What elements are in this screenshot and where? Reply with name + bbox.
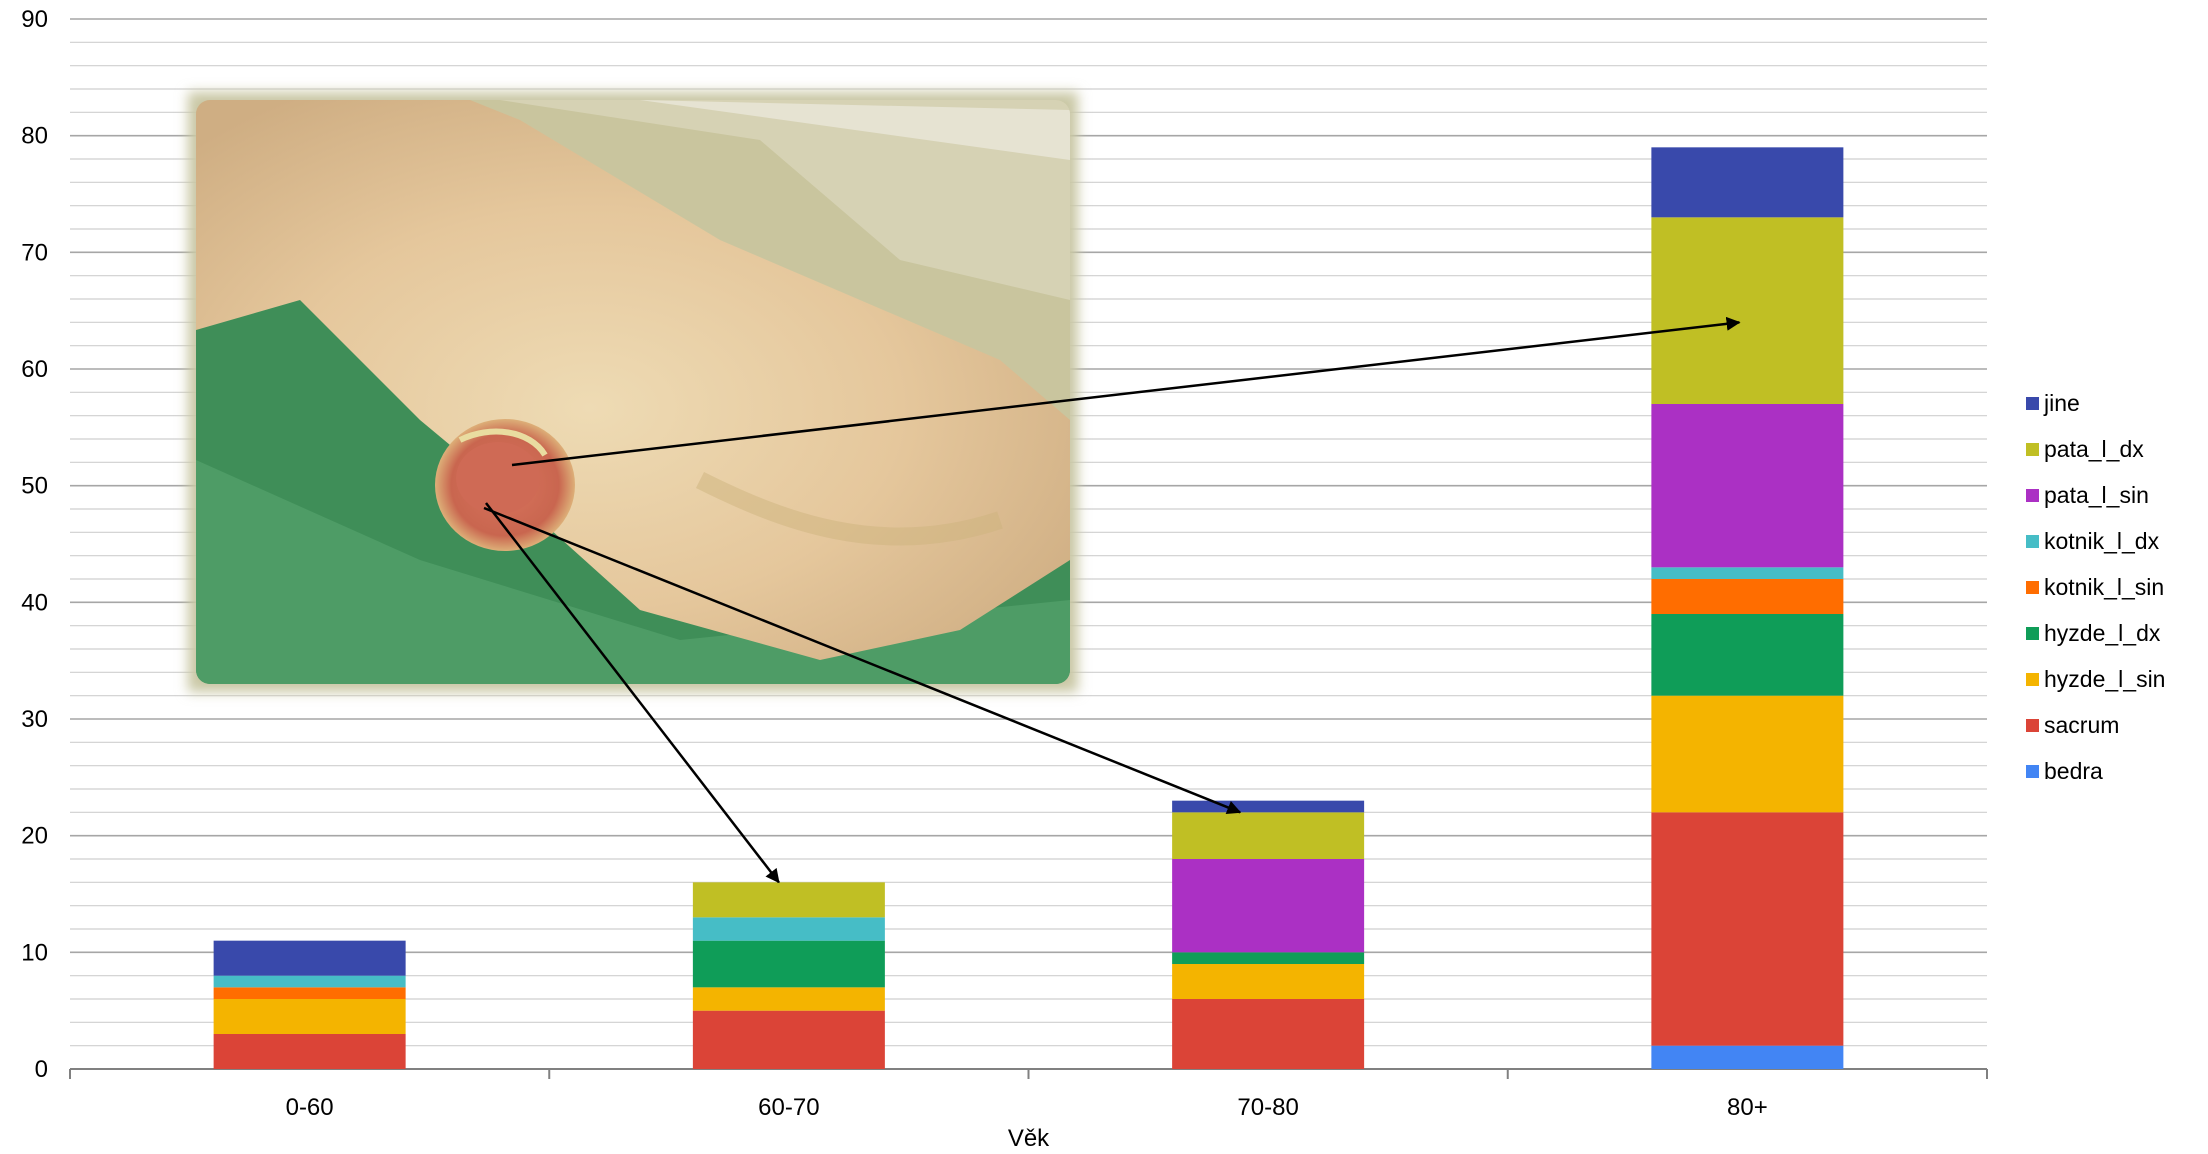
bar-segment-hyzde_l_dx-60-70	[692, 940, 885, 988]
annotation-arrow	[485, 502, 780, 884]
bar-segment-pata_l_sin-70-80	[1172, 859, 1365, 953]
bar-segment-sacrum-0-60	[213, 1034, 406, 1069]
bar-segment-pata_l_dx-60-70	[692, 882, 885, 918]
legend-swatch	[2026, 581, 2039, 594]
bar-segment-pata_l_dx-70-80	[1172, 812, 1365, 859]
bar-segment-kotnik_l_dx-80+	[1651, 567, 1844, 579]
bar-segment-hyzde_l_sin-80+	[1651, 695, 1844, 813]
bar-segment-jine-80+	[1651, 147, 1844, 218]
legend-swatch	[2026, 535, 2039, 548]
bar-segment-kotnik_l_sin-80+	[1651, 579, 1844, 614]
y-tick-label: 30	[21, 706, 48, 733]
bars	[213, 147, 1844, 1069]
legend-swatch	[2026, 719, 2039, 732]
y-tick-label: 50	[21, 473, 48, 500]
heel-pressure-ulcer-photo	[188, 92, 1078, 692]
bar-segment-kotnik_l_dx-0-60	[213, 975, 406, 988]
y-tick-label: 40	[21, 589, 48, 616]
legend-label: jine	[2043, 390, 2080, 416]
bar-segment-kotnik_l_dx-60-70	[692, 917, 885, 941]
annotation-arrows	[483, 316, 1741, 884]
legend-label: kotnik_l_dx	[2044, 528, 2160, 554]
y-tick-label: 0	[35, 1056, 48, 1083]
legend-swatch	[2026, 489, 2039, 502]
y-tick-label: 60	[21, 356, 48, 383]
y-tick-label: 90	[21, 6, 48, 33]
bar-segment-kotnik_l_sin-0-60	[213, 987, 406, 999]
bar-segment-hyzde_l_dx-80+	[1651, 614, 1844, 696]
legend-label: bedra	[2044, 758, 2103, 784]
x-tick-label: 60-70	[758, 1094, 819, 1121]
x-tick-label: 0-60	[286, 1094, 334, 1121]
axes	[69, 1068, 1988, 1079]
y-tick-label: 80	[21, 123, 48, 150]
x-tick-label: 80+	[1727, 1094, 1768, 1121]
bar-segment-hyzde_l_sin-60-70	[692, 987, 885, 1011]
y-tick-label: 10	[21, 939, 48, 966]
bar-segment-pata_l_sin-80+	[1651, 404, 1844, 568]
x-tick-label: 70-80	[1237, 1094, 1298, 1121]
bar-segment-bedra-80+	[1651, 1045, 1844, 1069]
bar-segment-hyzde_l_sin-70-80	[1172, 964, 1365, 999]
legend-label: sacrum	[2044, 712, 2119, 738]
legend-swatch	[2026, 627, 2039, 640]
legend-swatch	[2026, 765, 2039, 778]
bar-segment-jine-70-80	[1172, 800, 1365, 813]
bar-segment-jine-0-60	[213, 940, 406, 976]
legend-label: kotnik_l_sin	[2044, 574, 2164, 600]
bar-segment-sacrum-70-80	[1172, 999, 1365, 1069]
bar-segment-sacrum-80+	[1651, 812, 1844, 1046]
annotation-arrow	[511, 316, 1741, 467]
legend-swatch	[2026, 397, 2039, 410]
legend-label: hyzde_l_dx	[2044, 620, 2161, 646]
annotation-arrow	[483, 506, 1242, 815]
y-tick-label: 20	[21, 823, 48, 850]
legend: jine pata_l_dx pata_l_sin kotnik_l_dxkotnik…	[2026, 390, 2165, 784]
y-tick-label: 70	[21, 239, 48, 266]
tick-labels: 0 10 20 30 40 50 60 70 80 90 0-60 60-70 70-80 80+	[21, 6, 1767, 1121]
legend-label: pata_l_sin	[2044, 482, 2149, 508]
legend-label: hyzde_l_sin	[2044, 666, 2165, 692]
x-axis-label: Věk	[1008, 1125, 1050, 1149]
legend-label: pata_l_dx	[2044, 436, 2144, 462]
legend-swatch	[2026, 443, 2039, 456]
bar-segment-pata_l_dx-80+	[1651, 217, 1844, 404]
legend-swatch	[2026, 673, 2039, 686]
bar-segment-hyzde_l_dx-70-80	[1172, 952, 1365, 964]
bar-segment-sacrum-60-70	[692, 1010, 885, 1069]
bar-segment-hyzde_l_sin-0-60	[213, 999, 406, 1034]
